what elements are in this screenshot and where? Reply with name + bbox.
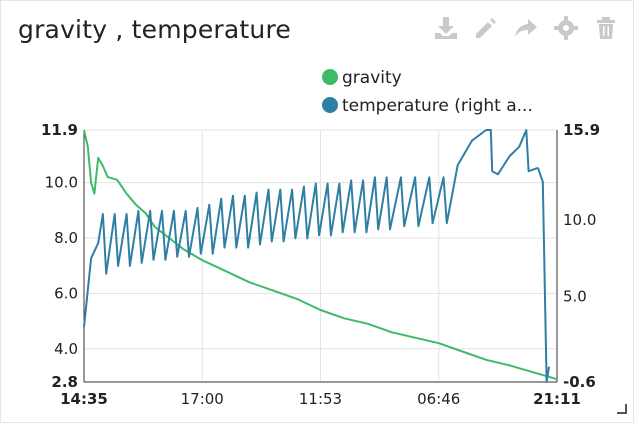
x-tick-label: 14:35	[60, 390, 108, 408]
y-right-tick-label: 5.0	[563, 287, 587, 305]
y-left-tick-label: 11.9	[41, 121, 78, 139]
resize-handle[interactable]	[617, 404, 627, 414]
widget-title: gravity , temperature	[18, 15, 291, 44]
series-line-gravity	[83, 129, 558, 381]
edit-icon[interactable]	[473, 15, 499, 41]
y-left-tick-label: 10.0	[45, 174, 78, 192]
y-right-tick-label: 15.9	[563, 121, 600, 139]
widget-toolbar	[433, 15, 619, 41]
x-tick-label: 17:00	[181, 390, 224, 408]
y-left-tick-label: 2.8	[51, 373, 78, 391]
delete-icon[interactable]	[593, 15, 619, 41]
y-right-tick-label: -0.6	[563, 373, 596, 391]
legend-marker	[322, 69, 338, 85]
series-line-temperature	[83, 129, 550, 383]
y-right-tick-label: 10.0	[563, 211, 596, 229]
legend-label: gravity	[342, 68, 402, 88]
y-left-tick-label: 6.0	[54, 284, 78, 302]
y-left-tick-label: 4.0	[54, 340, 78, 358]
x-tick-label: 21:11	[533, 390, 581, 408]
legend-label: temperature (right a...	[342, 96, 533, 116]
y-left-tick-label: 8.0	[54, 229, 78, 247]
share-icon[interactable]	[513, 15, 539, 41]
legend-marker	[322, 97, 338, 113]
x-tick-label: 11:53	[299, 390, 342, 408]
download-icon[interactable]	[433, 15, 459, 41]
x-tick-label: 06:46	[417, 390, 460, 408]
settings-icon[interactable]	[553, 15, 579, 41]
